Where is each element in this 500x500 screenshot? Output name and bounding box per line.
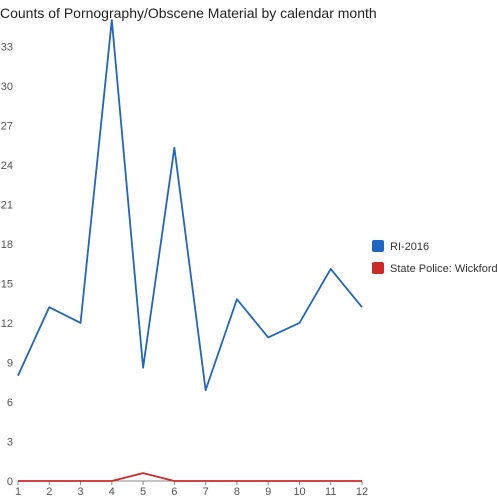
- x-tick-label: 3: [77, 486, 83, 498]
- x-tick-label: 6: [171, 486, 177, 498]
- y-tick-label: 15: [1, 278, 13, 290]
- x-tick-label: 7: [203, 486, 209, 498]
- x-tick-label: 8: [234, 486, 240, 498]
- x-tick-label: 10: [293, 486, 305, 498]
- y-tick-label: 24: [1, 160, 13, 172]
- x-tick-label: 11: [325, 486, 336, 498]
- y-tick-label: 33: [1, 41, 13, 53]
- y-tick-label: 9: [7, 357, 13, 369]
- y-tick-label: 12: [1, 318, 13, 330]
- x-tick-label: 4: [109, 486, 115, 498]
- legend-swatch: [372, 240, 384, 252]
- y-tick-label: 6: [7, 397, 13, 409]
- y-tick-label: 3: [7, 436, 13, 448]
- y-tick-label: 30: [1, 81, 13, 93]
- x-tick-label: 1: [15, 486, 21, 498]
- chart-title: Counts of Pornography/Obscene Material b…: [0, 5, 377, 21]
- x-tick-label: 5: [140, 486, 146, 498]
- y-tick-label: 27: [1, 120, 13, 132]
- legend-label: State Police: Wickford: [390, 263, 498, 275]
- y-tick-label: 0: [7, 476, 13, 488]
- legend-swatch: [372, 262, 384, 274]
- y-tick-label: 18: [1, 239, 13, 251]
- x-tick-label: 9: [265, 486, 271, 498]
- series-line-1: [17, 19, 363, 392]
- legend-label: RI-2016: [390, 241, 429, 253]
- x-tick-label: 12: [356, 486, 368, 498]
- y-tick-label: 21: [1, 199, 13, 211]
- x-tick-label: 2: [46, 486, 52, 498]
- series-line-2: [18, 472, 362, 482]
